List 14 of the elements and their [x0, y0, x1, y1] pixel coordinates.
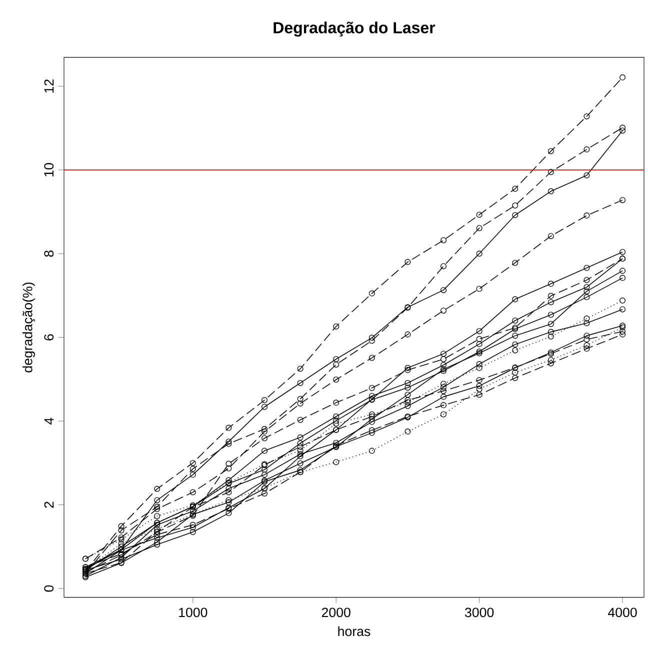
y-tick-label: 0 [44, 585, 54, 592]
x-tick-label: 4000 [608, 608, 637, 618]
x-tick-label: 2000 [322, 608, 350, 618]
y-tick-label: 10 [44, 163, 54, 176]
x-tick-label: 1000 [179, 608, 208, 618]
y-tick-label: 2 [44, 502, 54, 508]
y-tick-label: 8 [44, 250, 54, 257]
chart-title: Degradação do Laser [274, 22, 436, 37]
y-tick-label: 4 [44, 418, 54, 424]
x-axis-title: horas [338, 626, 370, 636]
y-axis-title: degradação(%) [22, 282, 36, 372]
y-tick-label: 6 [44, 334, 54, 340]
y-tick-label: 12 [44, 79, 54, 93]
x-tick-label: 3000 [464, 608, 494, 618]
